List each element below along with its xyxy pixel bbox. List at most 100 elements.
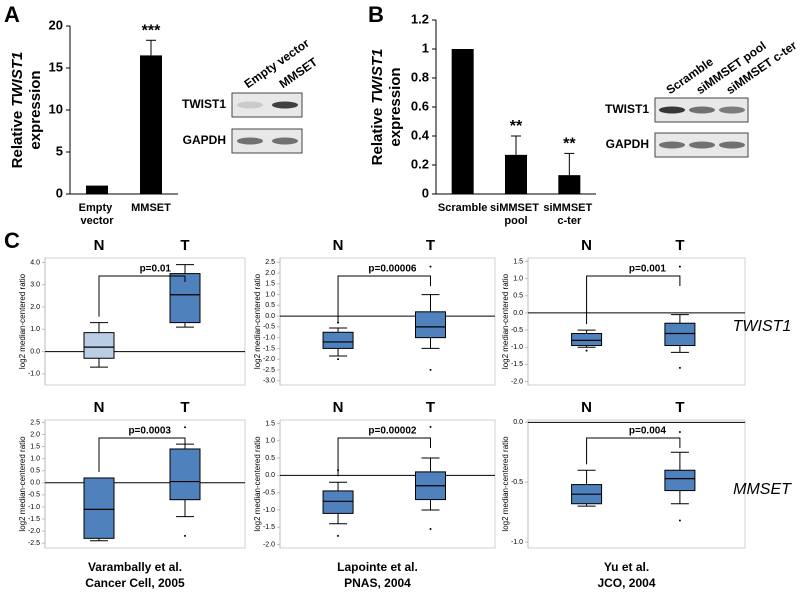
y-tick-label: -1.5: [263, 524, 275, 531]
y-tick-label: 0.6: [411, 98, 429, 113]
panel-label: B: [368, 2, 384, 27]
y-tick-label: -0.5: [263, 324, 275, 331]
x-tick-label: MMSET: [131, 202, 171, 214]
y-tick-label: -1.0: [511, 539, 523, 546]
outlier: [678, 430, 681, 433]
y-tick-label: 15: [49, 59, 63, 74]
box: [664, 322, 696, 347]
outlier: [678, 265, 681, 268]
x-tick-label: Empty vector: [79, 202, 116, 227]
y-tick-label: 1.0: [30, 455, 40, 462]
y-tick-label: 0: [422, 185, 429, 200]
y-tick-label: 0.0: [513, 310, 523, 317]
significance: **: [510, 118, 523, 135]
bar: [86, 185, 108, 194]
y-axis-label: log2 median-centered ratio: [253, 273, 262, 369]
y-tick-label: -1.0: [263, 507, 275, 514]
y-tick-label: 1.0: [265, 438, 275, 445]
p-bracket: [98, 275, 186, 317]
y-tick-label: 4.0: [30, 259, 40, 266]
box: [571, 333, 603, 347]
y-tick-label: -2.0: [263, 356, 275, 363]
y-tick-label: 0.2: [411, 156, 429, 171]
y-axis-label: log2 median-centered ratio: [501, 273, 510, 369]
outlier: [429, 265, 432, 268]
significance: **: [563, 136, 576, 153]
box: [415, 311, 446, 339]
y-tick-label: -1.0: [263, 334, 275, 341]
column-label: PNAS, 2004: [344, 576, 411, 590]
outlier: [184, 426, 186, 429]
y-tick-label: 10: [49, 101, 63, 116]
blot-row-label: GAPDH: [183, 133, 226, 147]
y-tick-label: 1.5: [265, 281, 275, 288]
y-axis-label-text: expression: [387, 67, 404, 146]
bar: [505, 154, 527, 194]
y-tick-label: 0.4: [411, 127, 430, 142]
p-value: p=0.00002: [368, 426, 417, 437]
y-axis-label-text: Relative: [369, 104, 386, 166]
column-label: JCO, 2004: [597, 576, 655, 590]
p-bracket: [337, 437, 431, 477]
bar: [451, 49, 474, 194]
y-axis-label-text: Relative: [9, 107, 26, 169]
y-tick-label: -1.5: [28, 516, 40, 523]
panel-label: A: [4, 2, 20, 27]
y-tick-label: -1.5: [263, 345, 275, 352]
group-label: T: [675, 399, 684, 416]
group-label: T: [426, 237, 435, 254]
p-value: p=0.004: [629, 426, 666, 437]
group-label: T: [180, 237, 189, 254]
y-tick-label: -0.5: [511, 327, 523, 334]
y-tick-label: -2.0: [263, 541, 275, 548]
y-tick-label: -1.0: [28, 504, 40, 511]
p-bracket: [586, 437, 681, 465]
group-label: T: [675, 237, 684, 254]
y-axis-label-gene: TWIST1: [9, 52, 26, 107]
y-tick-label: 1.0: [513, 275, 523, 282]
group-label: T: [180, 399, 189, 416]
y-tick-label: 1.2: [411, 11, 429, 26]
outlier: [429, 527, 432, 530]
y-axis-label: log2 median-centered ratio: [18, 436, 27, 532]
column-label: Lapointe et al.: [337, 560, 418, 574]
blot-band: [272, 101, 298, 109]
p-value: p=0.00006: [368, 264, 417, 275]
p-value: p=0.0003: [128, 426, 171, 437]
y-tick-label: 20: [49, 17, 63, 32]
p-bracket: [98, 437, 186, 472]
y-axis-label: Relative TWIST1expression: [9, 52, 44, 169]
outlier: [337, 321, 340, 324]
y-tick-label: -0.5: [263, 489, 275, 496]
y-tick-label: 0.5: [30, 468, 40, 475]
row-label: TWIST1: [733, 318, 792, 335]
x-tick-label: siMMSET c-ter: [543, 202, 595, 227]
y-tick-label: 0.0: [265, 313, 275, 320]
y-tick-label: -2.0: [511, 378, 523, 385]
box: [83, 332, 115, 359]
group-label: N: [581, 399, 592, 416]
y-tick-label: 1.5: [265, 420, 275, 427]
blot-row-label: TWIST1: [182, 97, 226, 111]
y-tick-label: 0.0: [513, 419, 523, 426]
group-label: N: [94, 237, 105, 254]
bar: [558, 175, 581, 194]
y-tick-label: 1.5: [30, 443, 40, 450]
y-tick-label: 0.5: [265, 302, 275, 309]
significance: ***: [142, 22, 161, 39]
y-tick-label: 1.0: [265, 291, 275, 298]
y-tick-label: 0: [56, 185, 63, 200]
y-tick-label: -0.5: [28, 492, 40, 499]
group-label: N: [94, 399, 105, 416]
y-tick-label: 0.0: [30, 480, 40, 487]
column-label: Varambally et al.: [88, 560, 182, 574]
blot-band: [237, 101, 263, 109]
column-label: Cancer Cell, 2005: [85, 576, 185, 590]
outlier: [337, 534, 340, 537]
outlier: [429, 368, 432, 371]
y-tick-label: -1.5: [511, 361, 523, 368]
plot-frame: [279, 257, 496, 386]
p-bracket: [586, 275, 681, 325]
y-tick-label: -3.0: [263, 378, 275, 385]
blot-band: [689, 106, 715, 114]
